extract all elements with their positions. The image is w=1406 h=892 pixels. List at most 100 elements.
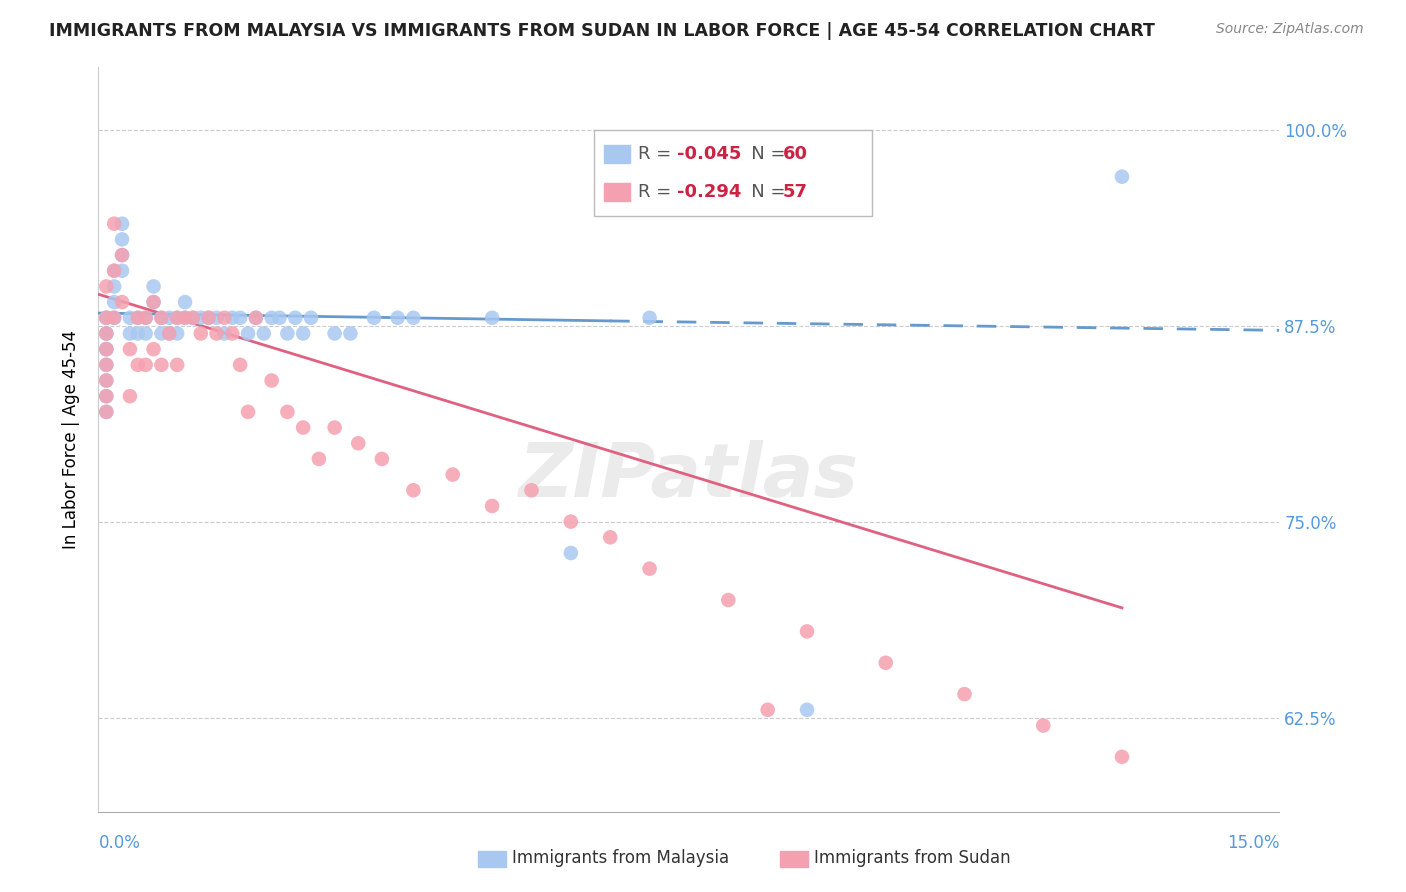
Point: [260, 374, 283, 388]
Point: [111, 248, 134, 262]
Point: [276, 405, 298, 419]
Point: [481, 499, 503, 513]
Point: [221, 326, 243, 341]
Text: -0.294: -0.294: [678, 183, 742, 201]
Point: [190, 326, 212, 341]
Point: [197, 310, 219, 325]
Point: [276, 326, 298, 341]
Point: [371, 451, 394, 466]
Y-axis label: In Labor Force | Age 45-54: In Labor Force | Age 45-54: [62, 330, 80, 549]
Point: [111, 295, 134, 310]
Point: [174, 310, 197, 325]
Point: [127, 358, 149, 372]
Text: 15.0%: 15.0%: [1227, 834, 1279, 852]
Point: [118, 389, 141, 403]
Point: [96, 374, 118, 388]
Point: [1111, 169, 1133, 184]
Text: N =: N =: [734, 183, 792, 201]
Point: [560, 515, 582, 529]
Point: [717, 593, 740, 607]
Point: [118, 310, 141, 325]
Point: [96, 279, 118, 293]
Point: [166, 310, 188, 325]
Point: [363, 310, 385, 325]
Point: [103, 295, 125, 310]
Point: [756, 703, 779, 717]
Text: 57: 57: [783, 183, 808, 201]
Text: N =: N =: [734, 145, 792, 163]
Point: [150, 326, 173, 341]
Point: [402, 310, 425, 325]
Point: [638, 310, 661, 325]
Point: [520, 483, 543, 498]
Text: Immigrants from Sudan: Immigrants from Sudan: [814, 849, 1011, 867]
Point: [96, 342, 118, 356]
Point: [96, 342, 118, 356]
Point: [157, 326, 180, 341]
Point: [236, 326, 259, 341]
Text: 60: 60: [783, 145, 808, 163]
Point: [347, 436, 370, 450]
Point: [174, 310, 197, 325]
Point: [308, 451, 330, 466]
Point: [118, 326, 141, 341]
Point: [166, 326, 188, 341]
Point: [1111, 749, 1133, 764]
Point: [481, 310, 503, 325]
Text: R =: R =: [638, 183, 678, 201]
Point: [103, 310, 125, 325]
Point: [96, 358, 118, 372]
Point: [229, 310, 252, 325]
Point: [190, 310, 212, 325]
Point: [253, 326, 276, 341]
Point: [96, 405, 118, 419]
Point: [96, 310, 118, 325]
Point: [135, 310, 157, 325]
Point: [166, 310, 188, 325]
Text: R =: R =: [638, 145, 678, 163]
Point: [229, 358, 252, 372]
Point: [796, 703, 818, 717]
Point: [103, 264, 125, 278]
Point: [111, 232, 134, 246]
Point: [181, 310, 204, 325]
Point: [796, 624, 818, 639]
Point: [111, 248, 134, 262]
Point: [142, 279, 165, 293]
Point: [111, 217, 134, 231]
Point: [205, 326, 228, 341]
Point: [150, 310, 173, 325]
Point: [260, 310, 283, 325]
Point: [299, 310, 322, 325]
Point: [214, 326, 236, 341]
Text: Source: ZipAtlas.com: Source: ZipAtlas.com: [1216, 22, 1364, 37]
Point: [111, 264, 134, 278]
Point: [166, 358, 188, 372]
Point: [245, 310, 267, 325]
Text: ZIPatlas: ZIPatlas: [519, 440, 859, 513]
Point: [269, 310, 291, 325]
Point: [221, 310, 243, 325]
Point: [103, 217, 125, 231]
Text: 0.0%: 0.0%: [98, 834, 141, 852]
Point: [150, 358, 173, 372]
Point: [953, 687, 976, 701]
Point: [157, 310, 180, 325]
Point: [135, 326, 157, 341]
Point: [197, 310, 219, 325]
Point: [96, 310, 118, 325]
Point: [96, 326, 118, 341]
Text: IMMIGRANTS FROM MALAYSIA VS IMMIGRANTS FROM SUDAN IN LABOR FORCE | AGE 45-54 COR: IMMIGRANTS FROM MALAYSIA VS IMMIGRANTS F…: [49, 22, 1156, 40]
Point: [323, 326, 346, 341]
Point: [142, 342, 165, 356]
Point: [150, 310, 173, 325]
Point: [323, 420, 346, 434]
Point: [205, 310, 228, 325]
Point: [135, 310, 157, 325]
Point: [174, 295, 197, 310]
Point: [875, 656, 897, 670]
Point: [387, 310, 409, 325]
Point: [142, 295, 165, 310]
Point: [118, 342, 141, 356]
Point: [103, 310, 125, 325]
